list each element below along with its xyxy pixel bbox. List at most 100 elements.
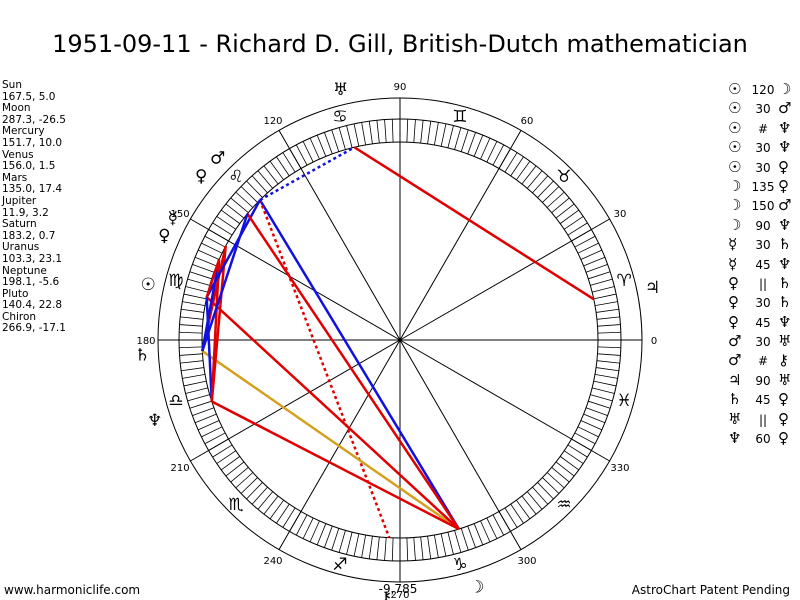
degree-tick (563, 216, 584, 230)
degree-tick (263, 165, 279, 185)
degree-tick (276, 156, 290, 177)
aspect-planet-2: ♄ (778, 293, 792, 312)
degree-tick (235, 472, 254, 489)
planet-name: Jupiter (2, 194, 37, 207)
degree-tick (585, 407, 608, 416)
planet-name: Uranus (2, 241, 40, 254)
aspect-planet-1: ☿ (728, 235, 738, 254)
degree-tick (551, 197, 570, 214)
aspect-angle: 45 (755, 315, 771, 330)
degree-tick (596, 367, 619, 372)
degree-tick (346, 532, 353, 555)
aspect-row: ☉ 30 ♂ (728, 99, 791, 118)
zodiac-sign: ♐ (332, 555, 347, 575)
degree-tick (588, 400, 611, 409)
degree-tick (179, 353, 203, 356)
degree-tick (187, 394, 210, 402)
planet-name: Venus (2, 148, 34, 161)
degree-tick (521, 495, 537, 515)
degree-tick (368, 536, 373, 559)
aspect-planet-1: ☽ (728, 176, 742, 195)
planet-entry: Chiron 266.9, -17.1 (2, 311, 66, 335)
degree-tick (361, 122, 367, 146)
degree-tick (590, 278, 613, 286)
planet-entry: Mars 135.0, 17.4 (2, 172, 66, 196)
degree-tick (338, 530, 346, 553)
planet-name: Moon (2, 102, 31, 115)
degree-label: 0 (651, 336, 657, 347)
degree-label: 150 (170, 209, 189, 220)
aspect-planet-1: ☿ (728, 254, 738, 273)
degree-tick (192, 407, 215, 416)
planet-position: 156.0, 1.5 (2, 160, 56, 173)
degree-tick (427, 121, 432, 144)
degree-tick (368, 121, 373, 144)
degree-tick (391, 537, 394, 561)
degree-tick (201, 426, 223, 438)
aspect-row: ☽ 90 ♆ (728, 216, 791, 235)
degree-tick (593, 380, 617, 387)
planet-glyph: ♀ (158, 226, 170, 246)
degree-tick (420, 120, 424, 144)
aspect-row: ♃ 90 ♅ (728, 371, 791, 390)
aspect-row: ♄ 45 ♀ (728, 390, 791, 409)
planet-glyph: ♆ (147, 411, 162, 431)
degree-tick (204, 432, 226, 445)
degree-tick (588, 271, 611, 280)
aspect-angle: 90 (755, 218, 771, 233)
degree-tick (526, 170, 543, 189)
zodiac-sign: ♈ (616, 271, 631, 291)
planet-position: 167.5, 5.0 (2, 90, 56, 103)
degree-tick (376, 120, 380, 144)
aspect-planet-1: ♀ (728, 312, 739, 331)
degree-label: 270 (390, 590, 409, 600)
aspect-angle: 60 (755, 432, 771, 447)
degree-tick (542, 477, 560, 494)
aspect-row: ☉ 30 ♀ (728, 158, 791, 177)
degree-tick (526, 491, 543, 510)
degree-tick (521, 165, 537, 185)
degree-label: 180 (136, 336, 155, 347)
degree-tick (182, 301, 206, 307)
degree-tick (179, 346, 203, 349)
aspect-line (259, 146, 356, 202)
degree-label: 120 (263, 116, 282, 127)
aspect-angle: 120 (751, 83, 775, 97)
degree-tick (537, 180, 554, 198)
planet-entry: Neptune 198.1, -5.6 (2, 265, 66, 289)
degree-tick (583, 413, 606, 424)
zodiac-sign: ♌ (228, 167, 243, 187)
degree-tick (384, 119, 387, 143)
aspect-planet-2: ♅ (778, 332, 792, 351)
aspect-planet-1: ♄ (728, 390, 742, 409)
degree-tick (486, 141, 498, 163)
aspect-angle: 135 (751, 179, 775, 194)
degree-tick (180, 360, 204, 364)
degree-tick (324, 525, 333, 548)
aspect-planet-2: ♆ (778, 312, 792, 331)
degree-tick (376, 536, 380, 560)
degree-tick (467, 132, 476, 155)
aspect-angle: 30 (755, 102, 771, 117)
degree-tick (302, 517, 314, 539)
degree-tick (194, 256, 217, 267)
planet-glyph: ☽ (469, 577, 484, 597)
sign-spoke (190, 339, 401, 462)
aspect-row: ♀ || ♄ (728, 274, 791, 293)
degree-tick (282, 152, 296, 173)
footer-website[interactable]: www.harmoniclife.com (4, 583, 141, 597)
degree-tick (391, 119, 394, 143)
degree-tick (240, 477, 258, 494)
degree-tick (447, 532, 454, 555)
planet-entry: Jupiter 11.9, 3.2 (2, 194, 66, 219)
degree-label: 240 (263, 556, 282, 567)
degree-label: 30 (614, 209, 627, 220)
planet-entry: Sun 167.5, 5.0 (2, 79, 66, 103)
aspect-row: ♀ 45 ♆ (728, 313, 791, 332)
degree-tick (197, 420, 220, 431)
planet-glyph: ♃ (645, 278, 660, 298)
planet-entry: Pluto 140.4, 22.8 (2, 288, 66, 312)
degree-tick (189, 271, 212, 280)
degree-tick (189, 400, 212, 409)
aspect-planet-1: ☽ (728, 215, 742, 234)
